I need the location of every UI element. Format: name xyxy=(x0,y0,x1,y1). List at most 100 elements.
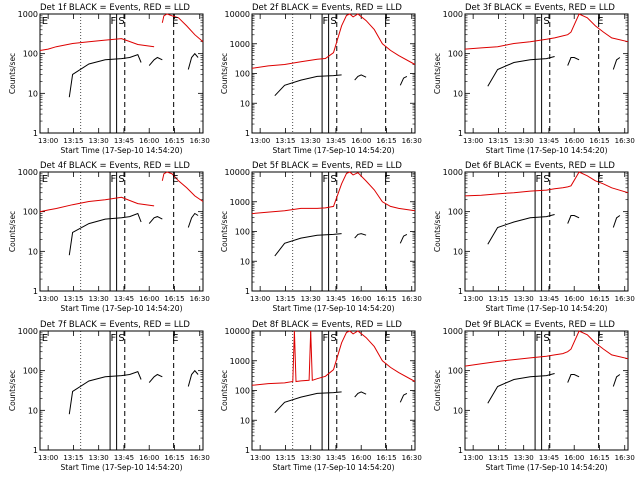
y-tick-label: 10000 xyxy=(225,168,250,177)
series-lld-line xyxy=(251,13,416,69)
x-tick-label: 16:00 xyxy=(139,454,159,462)
x-tick-label: 13:00 xyxy=(250,454,270,462)
phase-marker-label: E xyxy=(172,333,178,344)
x-tick-label: 13:00 xyxy=(463,454,483,462)
x-tick-label: 16:15 xyxy=(376,295,396,303)
panel-title: Det 3f BLACK = Events, RED = LLD xyxy=(465,3,615,13)
series-events-line xyxy=(487,56,555,87)
x-axis-label: Start Time (17-Sep-10 14:54:20) xyxy=(273,146,395,155)
series-events-line xyxy=(354,233,367,239)
y-tick-label: 10 xyxy=(240,99,250,108)
series-events-line xyxy=(399,75,408,86)
x-tick-label: 13:15 xyxy=(63,295,83,303)
x-tick-label: 16:00 xyxy=(139,295,159,303)
series-events-line xyxy=(612,374,621,387)
plot-frame xyxy=(464,330,629,451)
series-events-line xyxy=(567,215,580,224)
phase-marker-label: E xyxy=(597,174,603,185)
phase-marker-label: F xyxy=(110,16,116,27)
x-tick-label: 16:15 xyxy=(376,454,396,462)
series-events-line xyxy=(187,212,199,228)
phase-marker-label: F xyxy=(322,333,328,344)
plot-frame xyxy=(39,171,204,292)
x-tick-label: 13:30 xyxy=(89,454,109,462)
y-axis-label: Counts/sec xyxy=(8,211,17,252)
phase-marker-label: E xyxy=(172,174,178,185)
series-lld-line xyxy=(161,171,204,202)
x-tick-label: 16:15 xyxy=(589,454,609,462)
x-tick-label: 16:00 xyxy=(351,295,371,303)
phase-marker-label: E xyxy=(597,16,603,27)
x-tick-label: 13:30 xyxy=(301,295,321,303)
series-events-line xyxy=(354,391,367,398)
y-axis-label: Counts/sec xyxy=(433,211,442,252)
series-events-line xyxy=(187,369,199,387)
phase-marker-label: F xyxy=(322,174,328,185)
y-tick-label: 1 xyxy=(245,446,250,455)
x-tick-label: 13:30 xyxy=(89,295,109,303)
y-axis-label: Counts/sec xyxy=(220,211,229,252)
x-tick-label: 16:30 xyxy=(190,454,210,462)
x-tick-label: 13:00 xyxy=(463,137,483,145)
detector-panel-5: Det 5f BLACK = Events, RED = LLD 1 10 100 10… xyxy=(220,161,422,313)
y-tick-label: 100 xyxy=(235,228,250,237)
phase-marker-label: F xyxy=(110,174,116,185)
phase-marker-label: S xyxy=(330,333,336,344)
detector-panel-1: Det 1f BLACK = Events, RED = LLD 1 10 100 10… xyxy=(8,3,210,155)
y-tick-label: 1 xyxy=(33,287,38,296)
y-tick-label: 1000 xyxy=(18,327,38,336)
y-tick-label: 1 xyxy=(33,129,38,138)
x-tick-label: 13:45 xyxy=(114,454,134,462)
x-tick-label: 13:30 xyxy=(514,137,534,145)
phase-marker-label: E xyxy=(384,174,390,185)
detector-panel-9: Det 9f BLACK = Events, RED = LLD 1 10 100 10… xyxy=(433,320,635,472)
series-events-line xyxy=(274,74,342,97)
panel-title: Det 6f BLACK = Events, RED = LLD xyxy=(465,161,615,171)
y-axis-label: Counts/sec xyxy=(8,370,17,411)
y-tick-label: 100 xyxy=(235,70,250,79)
x-tick-label: 13:15 xyxy=(275,295,295,303)
phase-marker-label: S xyxy=(543,333,549,344)
y-axis-label: Counts/sec xyxy=(433,53,442,94)
y-axis-label: Counts/sec xyxy=(8,53,17,94)
plot-frame xyxy=(251,330,416,451)
series-events-line xyxy=(187,52,199,70)
y-tick-label: 100 xyxy=(448,208,463,217)
y-tick-label: 1000 xyxy=(230,40,250,49)
plot-frame xyxy=(464,171,629,292)
phase-marker-label: S xyxy=(330,16,336,27)
panel-title: Det 7f BLACK = Events, RED = LLD xyxy=(40,320,190,330)
phase-marker-label: E xyxy=(384,16,390,27)
x-tick-label: 16:15 xyxy=(589,137,609,145)
y-tick-label: 1000 xyxy=(443,168,463,177)
x-tick-label: 16:15 xyxy=(164,137,184,145)
detector-panel-3: Det 3f BLACK = Events, RED = LLD 1 10 100 10… xyxy=(433,3,635,155)
series-events-line xyxy=(148,216,163,224)
series-lld-line xyxy=(251,330,416,386)
x-tick-label: 16:30 xyxy=(402,295,422,303)
series-events-line xyxy=(399,392,408,403)
x-tick-label: 13:45 xyxy=(326,137,346,145)
y-tick-label: 10 xyxy=(240,416,250,425)
panel-title: Det 1f BLACK = Events, RED = LLD xyxy=(40,3,190,13)
y-axis-label: Counts/sec xyxy=(220,370,229,411)
panel-title: Det 5f BLACK = Events, RED = LLD xyxy=(252,161,402,171)
x-tick-label: 16:00 xyxy=(351,137,371,145)
y-tick-label: 10000 xyxy=(225,10,250,19)
series-lld-line xyxy=(161,13,204,43)
y-tick-label: 1 xyxy=(458,287,463,296)
y-tick-label: 100 xyxy=(235,387,250,396)
detector-panel-4: Det 4f BLACK = Events, RED = LLD 1 10 100 10… xyxy=(8,161,210,313)
series-events-line xyxy=(399,233,408,244)
x-tick-label: 13:30 xyxy=(89,137,109,145)
x-tick-label: 16:30 xyxy=(402,137,422,145)
x-tick-label: 16:15 xyxy=(164,295,184,303)
panel-title: Det 2f BLACK = Events, RED = LLD xyxy=(252,3,402,13)
phase-marker-label: E xyxy=(384,333,390,344)
y-tick-label: 10000 xyxy=(225,327,250,336)
x-tick-label: 13:45 xyxy=(539,295,559,303)
plot-frame xyxy=(251,13,416,134)
phase-marker-label: F xyxy=(322,16,328,27)
series-lld-line xyxy=(251,171,416,215)
y-tick-label: 1000 xyxy=(443,327,463,336)
